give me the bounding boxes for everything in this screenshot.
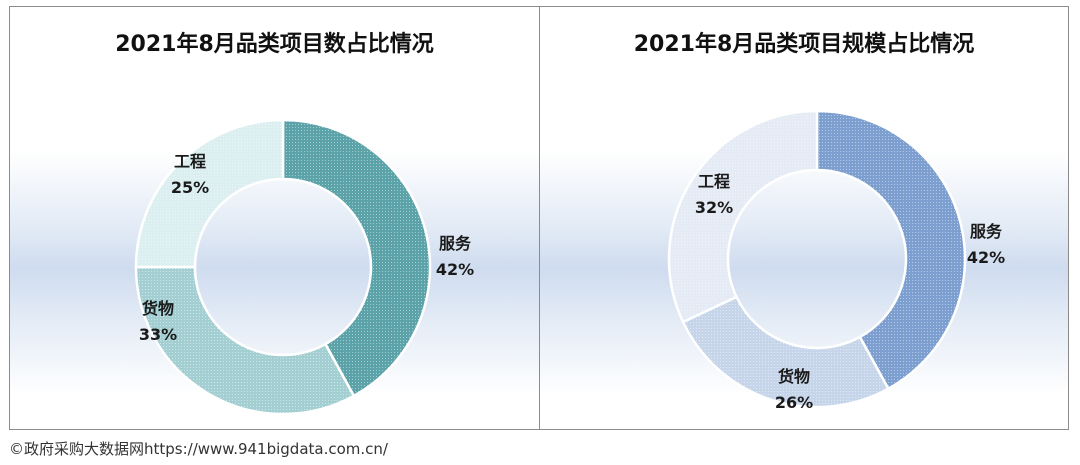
- chart-title: 2021年8月品类项目规模占比情况: [633, 32, 975, 57]
- label-engineering: 工程 25%: [171, 149, 209, 201]
- slice-goods: [134, 265, 356, 416]
- category-label: 服务: [969, 222, 1003, 241]
- donut-chart-scale: [667, 109, 967, 409]
- label-goods: 货物 33%: [139, 296, 177, 348]
- slice-service: [281, 118, 432, 398]
- slice-engineering: [667, 109, 819, 324]
- slice-service: [815, 109, 967, 391]
- category-label: 工程: [697, 172, 731, 191]
- label-engineering: 工程 32%: [695, 169, 733, 221]
- label-goods: 货物 26%: [775, 364, 813, 416]
- donut-chart-count: [134, 118, 432, 416]
- category-label: 货物: [777, 367, 811, 386]
- charts-frame: 2021年8月品类项目数占比情况 服务 42% 货物 33% 工程 25% 20…: [9, 6, 1069, 430]
- label-service: 服务 42%: [436, 231, 474, 283]
- chart-panel-scale: 2021年8月品类项目规模占比情况 服务 42% 货物 26% 工程 32%: [539, 7, 1068, 429]
- data-label: 42%: [966, 248, 1006, 267]
- data-label: 32%: [694, 198, 734, 217]
- chart-title: 2021年8月品类项目数占比情况: [115, 32, 434, 57]
- chart-panel-count: 2021年8月品类项目数占比情况 服务 42% 货物 33% 工程 25%: [10, 7, 539, 429]
- data-label: 26%: [774, 393, 814, 412]
- source-credit: ©政府采购大数据网https://www.941bigdata.com.cn/: [9, 440, 388, 458]
- label-service: 服务 42%: [967, 219, 1005, 271]
- slice-goods: [681, 295, 890, 409]
- category-label: 服务: [438, 234, 472, 253]
- category-label: 工程: [173, 152, 207, 171]
- slice-engineering: [134, 118, 285, 269]
- category-label: 货物: [141, 299, 175, 318]
- data-label: 33%: [138, 325, 178, 344]
- data-label: 42%: [435, 260, 475, 279]
- data-label: 25%: [170, 178, 210, 197]
